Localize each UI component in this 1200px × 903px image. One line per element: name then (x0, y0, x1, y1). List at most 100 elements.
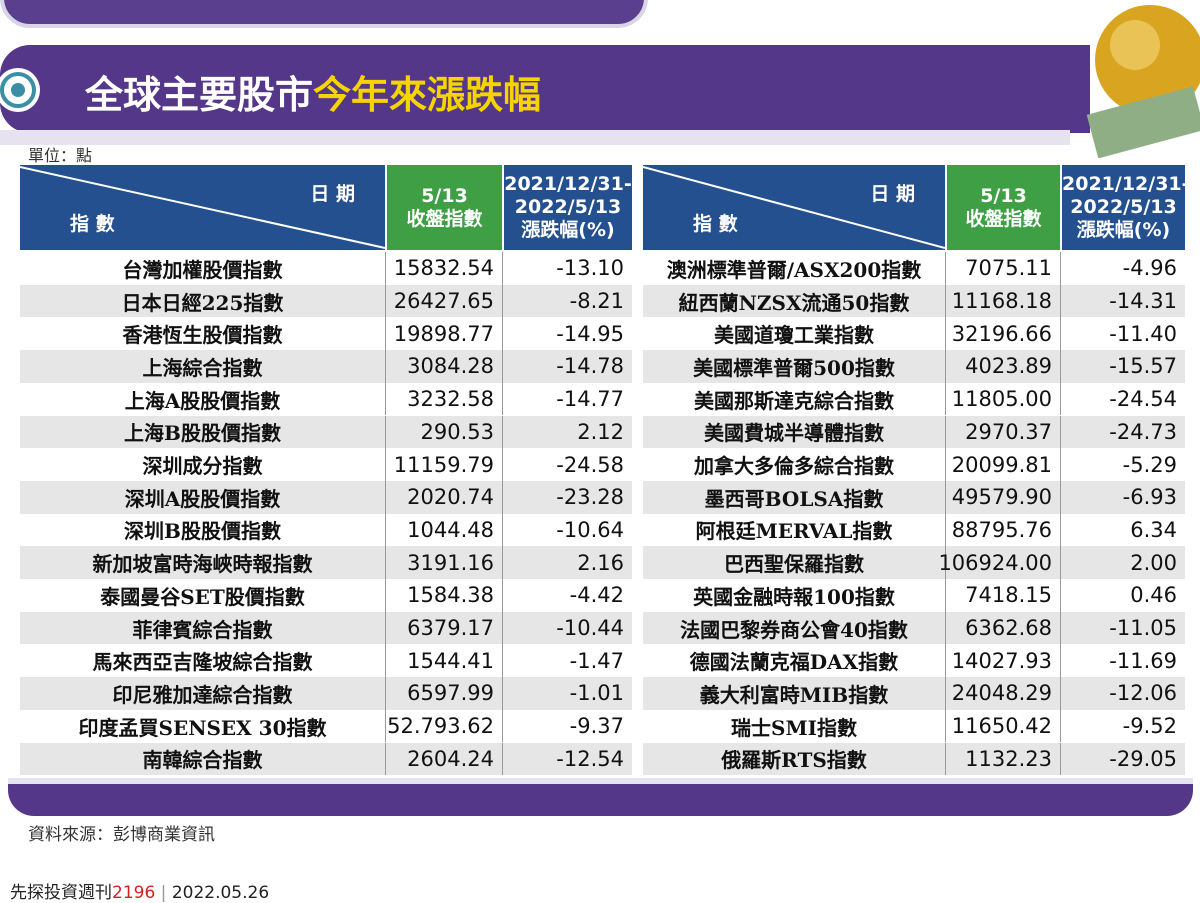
close-value: 1044.48 (385, 513, 502, 547)
diagonal (643, 166, 945, 249)
target-icon (0, 68, 40, 112)
index-name: 深圳A股股價指數 (20, 480, 385, 514)
close-value: 14027.93 (945, 644, 1060, 678)
close-value: 15832.54 (385, 252, 502, 285)
close-value: 6597.99 (385, 677, 502, 710)
close-value: 52.793.62 (385, 709, 502, 743)
change-value: -24.58 (502, 448, 632, 481)
change-value: -9.37 (502, 709, 632, 743)
index-name: 日本日經225指數 (20, 284, 385, 318)
change-value: -12.06 (1060, 677, 1185, 710)
change-value: -29.05 (1060, 742, 1185, 776)
header-line: 收盤指數 (406, 207, 483, 230)
close-value: 106924.00 (938, 546, 1060, 579)
change-value: -14.77 (502, 382, 632, 416)
header-close: 5/13 收盤指數 (385, 165, 502, 250)
header-index: 指 數 (693, 213, 738, 236)
header-date: 日 期 (310, 183, 355, 205)
change-value: -4.42 (502, 579, 632, 612)
close-value: 11650.42 (945, 709, 1060, 743)
index-name: 巴西聖保羅指數 (643, 546, 945, 579)
close-value: 19898.77 (385, 317, 502, 351)
index-name: 阿根廷MERVAL指數 (643, 513, 945, 547)
header-line: 5/13 (421, 184, 468, 207)
change-value: -14.31 (1060, 284, 1185, 318)
index-name: 台灣加權股價指數 (20, 252, 385, 285)
change-value: 2.12 (502, 415, 632, 449)
index-name: 上海A股股價指數 (20, 382, 385, 416)
footer-sep: | (155, 883, 172, 903)
bottom-band (8, 778, 1193, 816)
close-value: 2970.37 (945, 415, 1060, 449)
close-value: 49579.90 (945, 480, 1060, 514)
header-index-cell: 日 期指 數 (643, 165, 945, 250)
index-name: 深圳B股股價指數 (20, 513, 385, 547)
title-highlight: 今年來漲跌幅 (313, 73, 542, 117)
change-value: -14.78 (502, 350, 632, 383)
index-name: 菲律賓綜合指數 (20, 611, 385, 645)
change-value: -10.44 (502, 611, 632, 645)
close-value: 26427.65 (385, 284, 502, 318)
index-name: 上海綜合指數 (20, 350, 385, 383)
change-value: -11.40 (1060, 317, 1185, 351)
index-name: 德國法蘭克福DAX指數 (643, 644, 945, 678)
index-name: 紐西蘭NZSX流通50指數 (643, 284, 945, 318)
footer: 先探投資週刊2196 | 2022.05.26 (10, 878, 269, 903)
close-value: 7418.15 (945, 579, 1060, 612)
header-line: 漲跌幅(%) (1076, 218, 1171, 241)
index-name: 瑞士SMI指數 (643, 709, 945, 743)
change-value: -5.29 (1060, 448, 1185, 481)
close-value: 3232.58 (385, 382, 502, 416)
close-value: 11159.79 (385, 448, 502, 481)
title: 全球主要股市今年來漲跌幅 (85, 64, 541, 119)
globe-decoration (1086, 5, 1200, 159)
change-value: -13.10 (502, 252, 632, 285)
header-band (0, 45, 1090, 133)
header-change: 2021/12/31- 2022/5/13 漲跌幅(%) (502, 165, 632, 250)
close-value: 2604.24 (385, 742, 502, 776)
change-value: 0.46 (1060, 579, 1185, 612)
close-value: 4023.89 (945, 350, 1060, 383)
change-value: 6.34 (1060, 513, 1185, 547)
close-value: 11168.18 (945, 284, 1060, 318)
close-value: 32196.66 (945, 317, 1060, 351)
index-name: 印尼雅加達綜合指數 (20, 677, 385, 710)
close-value: 20099.81 (945, 448, 1060, 481)
change-value: -4.96 (1060, 252, 1185, 285)
footer-date: 2022.05.26 (171, 883, 270, 903)
change-value: 2.16 (502, 546, 632, 579)
change-value: -11.69 (1060, 644, 1185, 678)
header-change: 2021/12/31- 2022/5/13 漲跌幅(%) (1060, 165, 1190, 250)
header-line: 漲跌幅(%) (521, 218, 615, 241)
change-value: -23.28 (502, 480, 632, 514)
header-line: 5/13 (980, 184, 1027, 207)
index-name: 俄羅斯RTS指數 (643, 742, 945, 776)
index-name: 墨西哥BOLSA指數 (643, 480, 945, 514)
change-value: -11.05 (1060, 611, 1185, 645)
header-line: 2022/5/13 (1070, 196, 1177, 219)
change-value: -10.64 (502, 513, 632, 547)
diagonal (20, 166, 385, 249)
close-value: 6362.68 (945, 611, 1060, 645)
header-line: 2021/12/31- (1062, 173, 1190, 196)
close-value: 290.53 (385, 415, 502, 449)
issue: 2196 (112, 883, 156, 903)
header-index: 指 數 (70, 213, 115, 236)
index-name: 美國道瓊工業指數 (643, 317, 945, 351)
index-name: 香港恆生股價指數 (20, 317, 385, 351)
index-name: 美國那斯達克綜合指數 (643, 382, 945, 416)
index-name: 英國金融時報100指數 (643, 579, 945, 612)
index-name: 美國費城半導體指數 (643, 415, 945, 449)
index-name: 義大利富時MIB指數 (643, 677, 945, 710)
index-name: 印度孟買SENSEX 30指數 (20, 709, 385, 743)
change-value: 2.00 (1060, 546, 1185, 579)
close-value: 11805.00 (945, 382, 1060, 416)
index-name: 加拿大多倫多綜合指數 (643, 448, 945, 481)
change-value: -24.54 (1060, 382, 1185, 416)
change-value: -15.57 (1060, 350, 1185, 383)
change-value: -1.01 (502, 677, 632, 710)
header-line: 2022/5/13 (514, 196, 622, 219)
index-name: 深圳成分指數 (20, 448, 385, 481)
index-name: 上海B股股價指數 (20, 415, 385, 449)
header-date: 日 期 (870, 183, 915, 205)
